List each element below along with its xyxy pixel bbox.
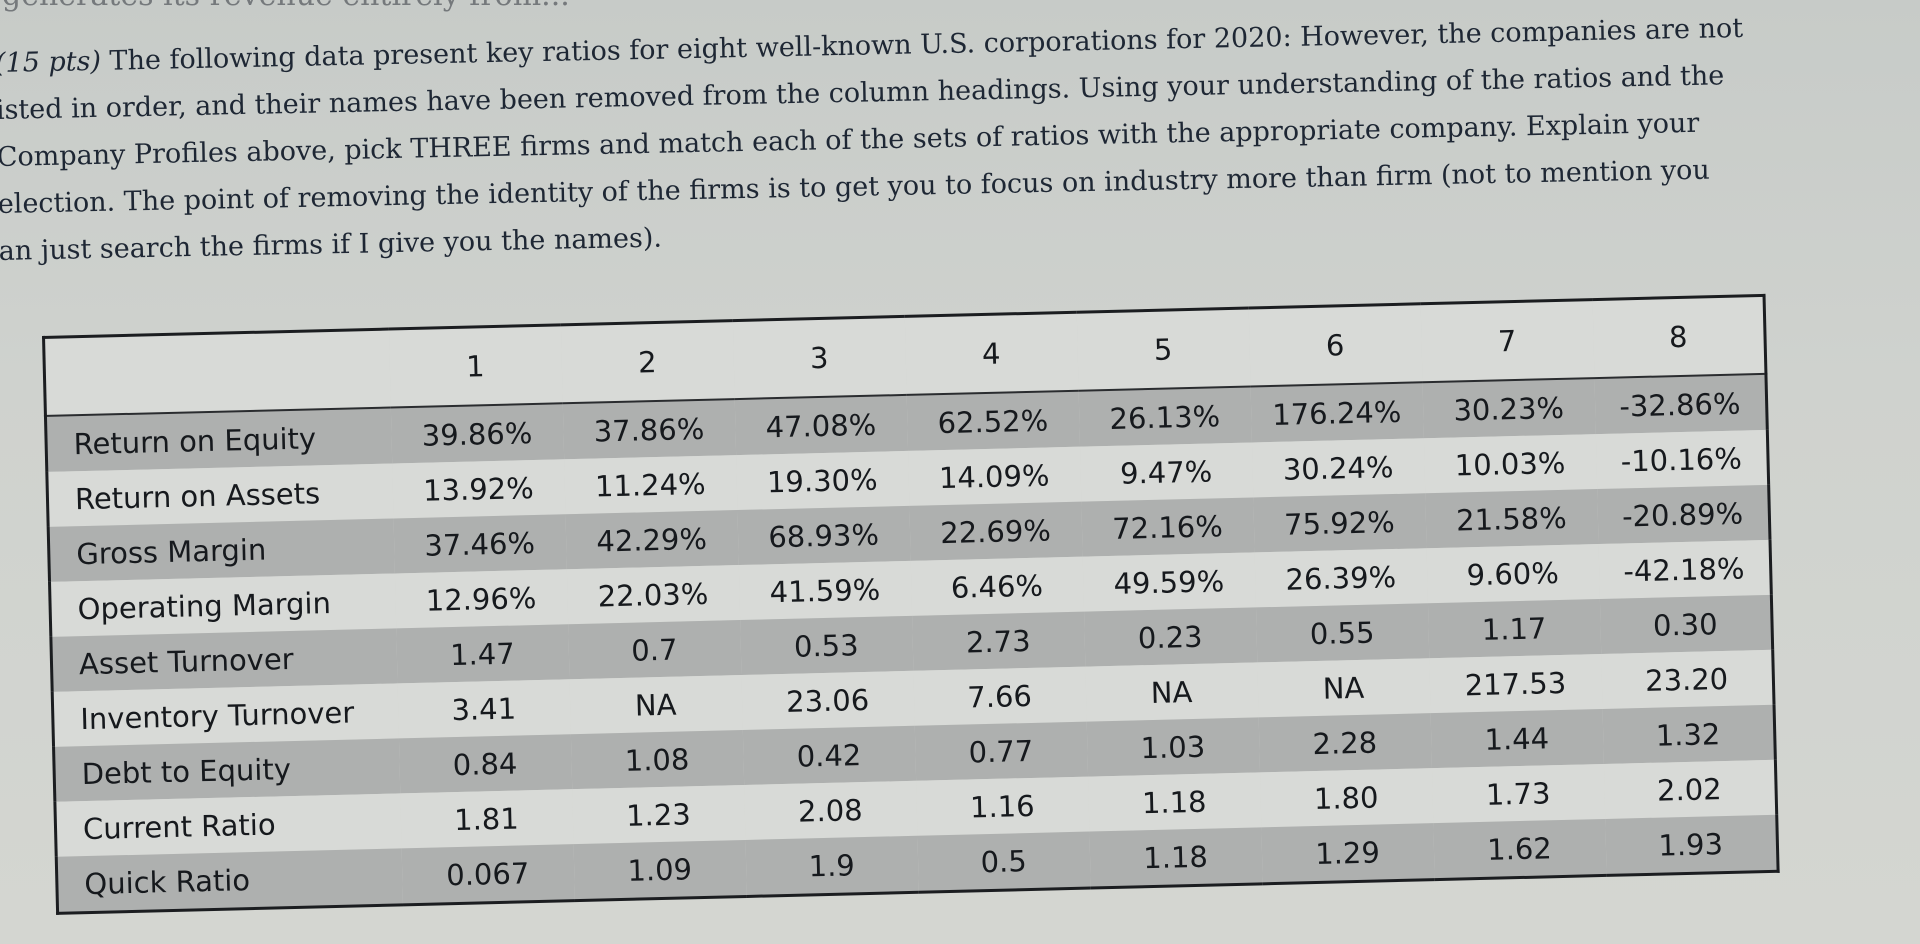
row-label: Current Ratio [54,793,402,857]
ratio-value-cell: 0.30 [1599,594,1773,655]
ratio-value-cell: 72.16% [1080,497,1255,557]
ratio-value-cell: 41.59% [738,560,912,621]
ratio-value-cell: 26.13% [1078,386,1252,447]
ratio-value-cell: 10.03% [1423,434,1597,494]
ratio-value-cell: 62.52% [906,390,1080,451]
ratio-value-cell: 1.47 [395,624,570,684]
ratio-value-cell: 0.77 [914,721,1088,781]
ratio-value-cell: 19.30% [735,450,909,511]
ratio-value-cell: 68.93% [736,505,911,566]
ratio-value-cell: 2.73 [911,611,1085,671]
ratio-value-cell: -20.89% [1596,484,1770,545]
ratio-value-cell: 22.03% [566,565,740,625]
ratio-value-cell: 1.16 [915,776,1089,836]
cut-off-text: generates its revenue entirely from... [2,0,570,13]
ratio-value-cell: 1.81 [399,789,574,849]
column-header: 1 [388,324,563,408]
ratio-value-cell: 2.02 [1603,759,1777,819]
ratio-value-cell: 9.60% [1426,544,1600,604]
ratio-value-cell: 1.62 [1432,818,1607,880]
ratio-value-cell: 1.03 [1086,717,1260,777]
ratio-value-cell: 1.18 [1087,772,1261,832]
ratio-value-cell: 23.06 [740,670,915,731]
ratio-value-cell: 12.96% [394,569,568,629]
ratio-value-cell: 37.46% [393,514,567,574]
ratio-value-cell: 0.23 [1083,607,1257,667]
ratio-value-cell: NA [569,675,743,735]
ratio-value-cell: 1.09 [573,839,747,901]
ratio-value-cell: 0.42 [742,725,916,785]
ratio-value-cell: 2.08 [743,780,917,840]
ratio-value-cell: 9.47% [1079,442,1253,502]
ratio-value-cell: NA [1256,658,1431,718]
ratio-value-cell: 30.24% [1251,438,1425,498]
ratio-value-cell: 22.69% [908,501,1083,561]
ratio-value-cell: 37.86% [562,399,736,460]
ratio-value-cell: 176.24% [1250,382,1424,443]
ratio-value-cell: NA [1084,662,1259,722]
row-label: Return on Assets [46,463,394,527]
ratio-value-cell: -32.86% [1593,373,1768,435]
column-header: 5 [1076,308,1251,391]
ratio-value-cell: 1.44 [1430,708,1604,769]
ratio-value-cell: 47.08% [734,394,908,456]
ratio-value-cell: 1.80 [1259,768,1433,828]
ratio-value-cell: 0.84 [398,734,572,794]
ratio-value-cell: 217.53 [1428,654,1603,714]
header-blank-cell [43,329,391,416]
ratio-value-cell: 3.41 [397,679,571,739]
ratio-value-cell: 75.92% [1252,493,1427,553]
ratio-value-cell: 1.29 [1260,823,1435,884]
row-label: Inventory Turnover [52,683,399,747]
ratio-value-cell: 39.86% [390,403,564,464]
column-header: 6 [1248,303,1423,387]
column-header: 3 [732,316,907,400]
ratio-value-cell: 1.32 [1602,704,1776,764]
points-label: (15 pts) [0,45,102,79]
ratio-value-cell: -42.18% [1598,539,1772,600]
ratio-value-cell: 1.9 [745,835,919,897]
row-label: Debt to Equity [53,738,400,802]
ratio-value-cell: 11.24% [563,455,737,515]
row-label: Gross Margin [48,518,395,582]
ratio-value-cell: 13.92% [391,459,566,519]
ratio-value-cell: 1.17 [1427,599,1601,659]
ratio-value-cell: 14.09% [907,446,1081,506]
ratio-value-cell: 7.66 [912,666,1087,726]
ratio-value-cell: 30.23% [1422,378,1596,439]
ratio-value-cell: 23.20 [1600,649,1775,709]
ratio-value-cell: 0.55 [1255,603,1429,663]
column-header: 7 [1420,299,1594,383]
ratio-value-cell: 0.53 [739,615,913,676]
row-label: Asset Turnover [50,628,398,692]
ratio-value-cell: 42.29% [565,510,739,570]
row-label: Quick Ratio [56,848,403,914]
column-header: 2 [560,320,735,404]
column-header: 4 [904,312,1079,395]
ratio-value-cell: 6.46% [910,556,1084,616]
column-header: 8 [1592,295,1766,379]
ratio-value-cell: -10.16% [1595,429,1769,490]
ratio-value-cell: 0.067 [401,844,575,905]
ratio-value-cell: 0.7 [567,620,741,680]
ratio-value-cell: 1.18 [1088,827,1263,889]
question-text: (15 pts) The following data present key … [0,0,1909,271]
ratio-value-cell: 26.39% [1254,548,1428,608]
ratio-value-cell: 1.73 [1431,763,1605,824]
row-label: Operating Margin [49,573,396,637]
ratio-value-cell: 0.5 [916,831,1091,893]
ratio-value-cell: 1.08 [570,730,744,790]
ratio-value-cell: 21.58% [1424,489,1599,549]
ratio-value-cell: 2.28 [1258,713,1432,773]
row-label: Return on Equity [45,407,392,472]
table-body: Return on Equity 39.86% 37.86% 47.08% 62.52%… [45,373,1779,914]
ratio-value-cell: 1.93 [1604,814,1779,876]
ratio-value-cell: 49.59% [1082,552,1256,612]
ratio-value-cell: 1.23 [571,784,746,845]
